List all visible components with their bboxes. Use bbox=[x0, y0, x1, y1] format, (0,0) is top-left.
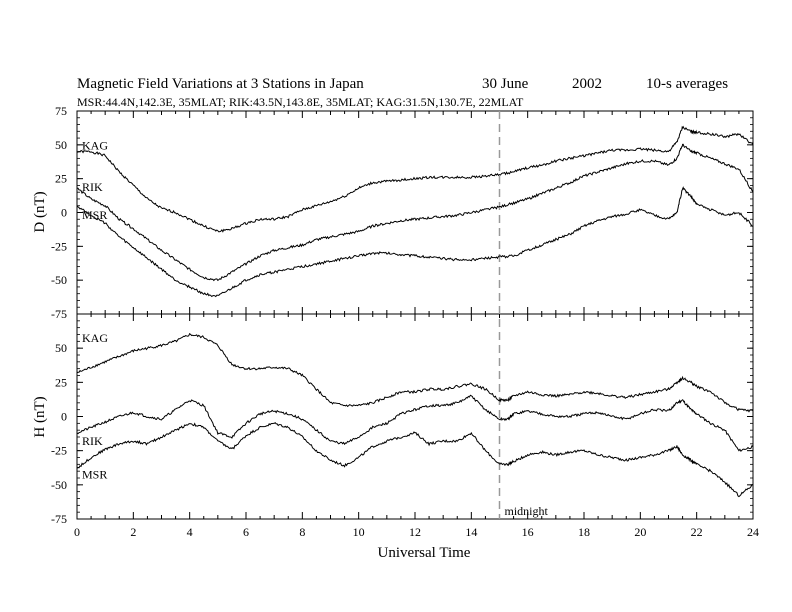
y-tick-label: -50 bbox=[51, 478, 67, 492]
chart-date: 30 June bbox=[482, 76, 529, 92]
y-tick-label: 50 bbox=[55, 341, 67, 355]
y-tick-label: 50 bbox=[55, 138, 67, 152]
chart-title: Magnetic Field Variations at 3 Stations … bbox=[77, 76, 364, 92]
x-axis-label: Universal Time bbox=[378, 545, 471, 561]
x-tick-label: 14 bbox=[465, 525, 477, 539]
y-tick-label: 0 bbox=[61, 206, 67, 220]
series-label-msr: MSR bbox=[82, 208, 107, 222]
series-line-msr bbox=[76, 422, 754, 498]
y-tick-label: 0 bbox=[61, 410, 67, 424]
midnight-label: midnight bbox=[505, 504, 549, 518]
x-tick-label: 2 bbox=[130, 525, 136, 539]
chart-averaging: 10-s averages bbox=[646, 76, 728, 92]
y-tick-label: -75 bbox=[51, 307, 67, 321]
series-label-rik: RIK bbox=[82, 434, 103, 448]
series-label-kag: KAG bbox=[82, 139, 108, 153]
y-tick-label: 75 bbox=[55, 104, 67, 118]
x-tick-label: 20 bbox=[634, 525, 646, 539]
x-tick-label: 18 bbox=[578, 525, 590, 539]
x-tick-label: 24 bbox=[747, 525, 759, 539]
series-line-msr bbox=[76, 186, 754, 298]
series-label-rik: RIK bbox=[82, 180, 103, 194]
y-tick-label: -25 bbox=[51, 444, 67, 458]
y-tick-label: 25 bbox=[55, 375, 67, 389]
d-panel-frame bbox=[76, 110, 754, 315]
series-label-msr: MSR bbox=[82, 467, 107, 481]
y-tick-label: -25 bbox=[51, 239, 67, 253]
x-tick-label: 22 bbox=[691, 525, 703, 539]
h-panel-frame bbox=[76, 313, 754, 520]
x-tick-label: 8 bbox=[299, 525, 305, 539]
y-tick-label: -75 bbox=[51, 512, 67, 526]
x-tick-label: 12 bbox=[409, 525, 421, 539]
x-tick-label: 16 bbox=[522, 525, 534, 539]
x-tick-label: 4 bbox=[187, 525, 193, 539]
series-line-kag bbox=[76, 332, 754, 413]
x-tick-label: 10 bbox=[353, 525, 365, 539]
series-line-rik bbox=[76, 143, 754, 282]
series-label-kag: KAG bbox=[82, 331, 108, 345]
stations-line: MSR:44.4N,142.3E, 35MLAT; RIK:43.5N,143.… bbox=[77, 95, 524, 109]
y-tick-label: 25 bbox=[55, 172, 67, 186]
d-axis-label: D (nT) bbox=[32, 191, 48, 232]
h-axis-label: H (nT) bbox=[32, 396, 48, 437]
y-tick-label: -50 bbox=[51, 273, 67, 287]
chart-year: 2002 bbox=[572, 76, 602, 92]
x-tick-label: 6 bbox=[243, 525, 249, 539]
series-line-kag bbox=[76, 125, 754, 233]
series-line-rik bbox=[76, 394, 754, 453]
x-tick-label: 0 bbox=[74, 525, 80, 539]
